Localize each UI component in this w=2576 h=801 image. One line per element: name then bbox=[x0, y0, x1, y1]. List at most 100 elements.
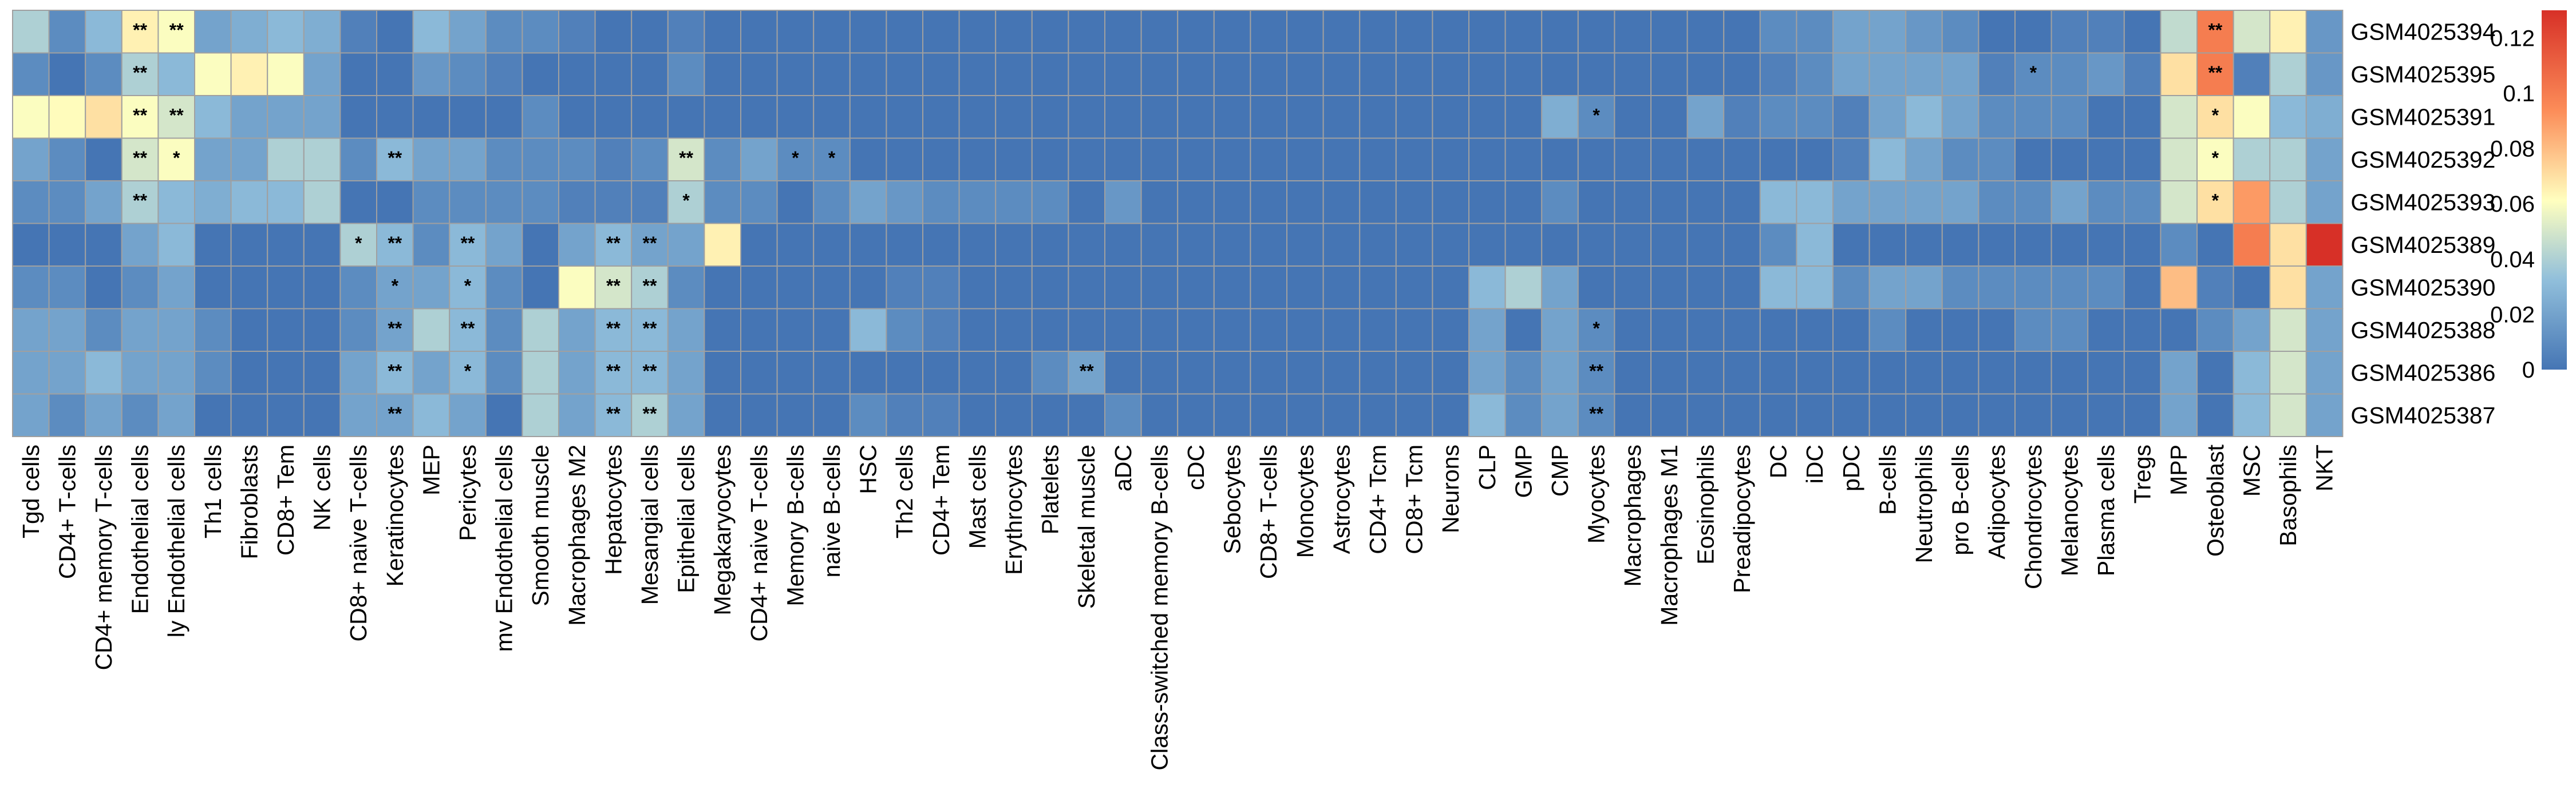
heatmap-cell bbox=[922, 351, 960, 395]
heatmap-cell bbox=[339, 10, 378, 54]
heatmap-cell bbox=[121, 265, 159, 310]
heatmap-cell bbox=[2087, 393, 2125, 437]
column-label: Th2 cells bbox=[891, 445, 918, 538]
heatmap-cell bbox=[995, 265, 1033, 310]
heatmap-cell bbox=[1759, 308, 1797, 352]
heatmap-cell bbox=[1541, 308, 1579, 352]
heatmap-cell bbox=[1286, 137, 1324, 181]
column-label: Basophils bbox=[2275, 445, 2301, 546]
heatmap-cell bbox=[849, 308, 887, 352]
significance-mark: ** bbox=[2208, 62, 2222, 83]
heatmap-cell bbox=[1140, 180, 1179, 224]
heatmap-cell bbox=[521, 265, 560, 310]
heatmap-cell bbox=[886, 265, 924, 310]
heatmap-cell bbox=[485, 223, 523, 267]
row-label: GSM4025389 bbox=[2350, 232, 2495, 258]
heatmap-cell bbox=[1504, 223, 1543, 267]
heatmap-cell bbox=[2123, 393, 2162, 437]
heatmap-cell bbox=[2014, 180, 2052, 224]
heatmap-cell bbox=[558, 393, 596, 437]
heatmap-cell bbox=[1905, 265, 1943, 310]
heatmap-cell bbox=[1541, 265, 1579, 310]
heatmap-cell bbox=[740, 137, 778, 181]
heatmap-cell bbox=[1468, 265, 1506, 310]
heatmap-cell bbox=[85, 393, 123, 437]
heatmap-cell bbox=[1432, 393, 1469, 437]
heatmap-cell bbox=[339, 180, 378, 224]
heatmap-cell bbox=[521, 10, 560, 54]
significance-mark: ** bbox=[133, 190, 147, 211]
heatmap-cell bbox=[1868, 265, 1907, 310]
column-label: Epithelial cells bbox=[673, 445, 700, 593]
heatmap-cell bbox=[995, 393, 1033, 437]
heatmap-cell bbox=[1359, 265, 1397, 310]
significance-mark: ** bbox=[606, 233, 621, 253]
heatmap-cell bbox=[667, 351, 705, 395]
heatmap-cell bbox=[339, 223, 378, 267]
column-label: DC bbox=[1765, 445, 1792, 478]
heatmap-cell bbox=[1614, 52, 1652, 96]
significance-mark: ** bbox=[133, 148, 147, 168]
heatmap-cell bbox=[995, 180, 1033, 224]
heatmap-cell bbox=[1031, 137, 1069, 181]
heatmap-cell bbox=[849, 393, 887, 437]
heatmap-cell bbox=[1978, 95, 2016, 139]
heatmap-cell bbox=[48, 137, 86, 181]
column-label: NKT bbox=[2312, 445, 2338, 491]
column-label: Pericytes bbox=[455, 445, 481, 541]
heatmap-cell bbox=[2050, 52, 2089, 96]
heatmap-cell bbox=[1322, 180, 1361, 224]
heatmap-cell bbox=[1832, 223, 1870, 267]
significance-mark: ** bbox=[388, 233, 402, 253]
heatmap-cell bbox=[2233, 10, 2271, 54]
heatmap-cell bbox=[1868, 180, 1907, 224]
heatmap-cell bbox=[2233, 95, 2271, 139]
heatmap-cell bbox=[1650, 180, 1688, 224]
heatmap-cell bbox=[631, 137, 669, 181]
heatmap-cell bbox=[1577, 265, 1615, 310]
heatmap-cell bbox=[2123, 137, 2162, 181]
heatmap-cell bbox=[339, 52, 378, 96]
significance-mark: ** bbox=[606, 403, 621, 424]
heatmap-cell bbox=[1140, 52, 1179, 96]
heatmap-cell bbox=[2050, 137, 2089, 181]
heatmap-cell bbox=[813, 95, 851, 139]
heatmap-cell bbox=[922, 95, 960, 139]
heatmap-cell bbox=[2014, 265, 2052, 310]
column-label: naive B-cells bbox=[819, 445, 845, 577]
color-legend-tick-label: 0.06 bbox=[2490, 192, 2535, 217]
heatmap-cell bbox=[339, 308, 378, 352]
heatmap-cell bbox=[631, 95, 669, 139]
row-labels: GSM4025394 GSM4025395 GSM4025391 GSM4025392… bbox=[2350, 18, 2495, 429]
heatmap-cell bbox=[85, 95, 123, 139]
heatmap-cell bbox=[1686, 223, 1725, 267]
heatmap-cell bbox=[1286, 308, 1324, 352]
heatmap-cell bbox=[157, 10, 195, 54]
column-label: Keratinocytes bbox=[382, 445, 408, 586]
heatmap-cell bbox=[1177, 52, 1215, 96]
significance-mark: ** bbox=[643, 318, 657, 339]
heatmap-cell bbox=[1541, 351, 1579, 395]
column-label: Adipocytes bbox=[1984, 445, 2010, 560]
heatmap-cell bbox=[157, 393, 195, 437]
column-label: Preadipocytes bbox=[1729, 445, 1755, 593]
heatmap-cell bbox=[1686, 10, 1725, 54]
heatmap-cell bbox=[85, 265, 123, 310]
heatmap-cell bbox=[1068, 52, 1106, 96]
heatmap-cell bbox=[1359, 137, 1397, 181]
column-label: Melanocytes bbox=[2056, 445, 2083, 576]
significance-mark: ** bbox=[606, 318, 621, 339]
heatmap-cell bbox=[667, 265, 705, 310]
heatmap-cell bbox=[1614, 265, 1652, 310]
column-label: Plasma cells bbox=[2093, 445, 2119, 576]
heatmap-cell bbox=[2050, 10, 2089, 54]
heatmap-cell bbox=[2196, 52, 2234, 96]
heatmap-cell bbox=[2014, 95, 2052, 139]
heatmap-cell bbox=[194, 180, 232, 224]
heatmap-cell bbox=[740, 10, 778, 54]
heatmap-cell bbox=[1650, 265, 1688, 310]
heatmap-cell bbox=[1286, 52, 1324, 96]
heatmap-cell bbox=[1432, 137, 1469, 181]
heatmap-cell bbox=[1104, 223, 1142, 267]
heatmap-cell bbox=[2305, 265, 2344, 310]
